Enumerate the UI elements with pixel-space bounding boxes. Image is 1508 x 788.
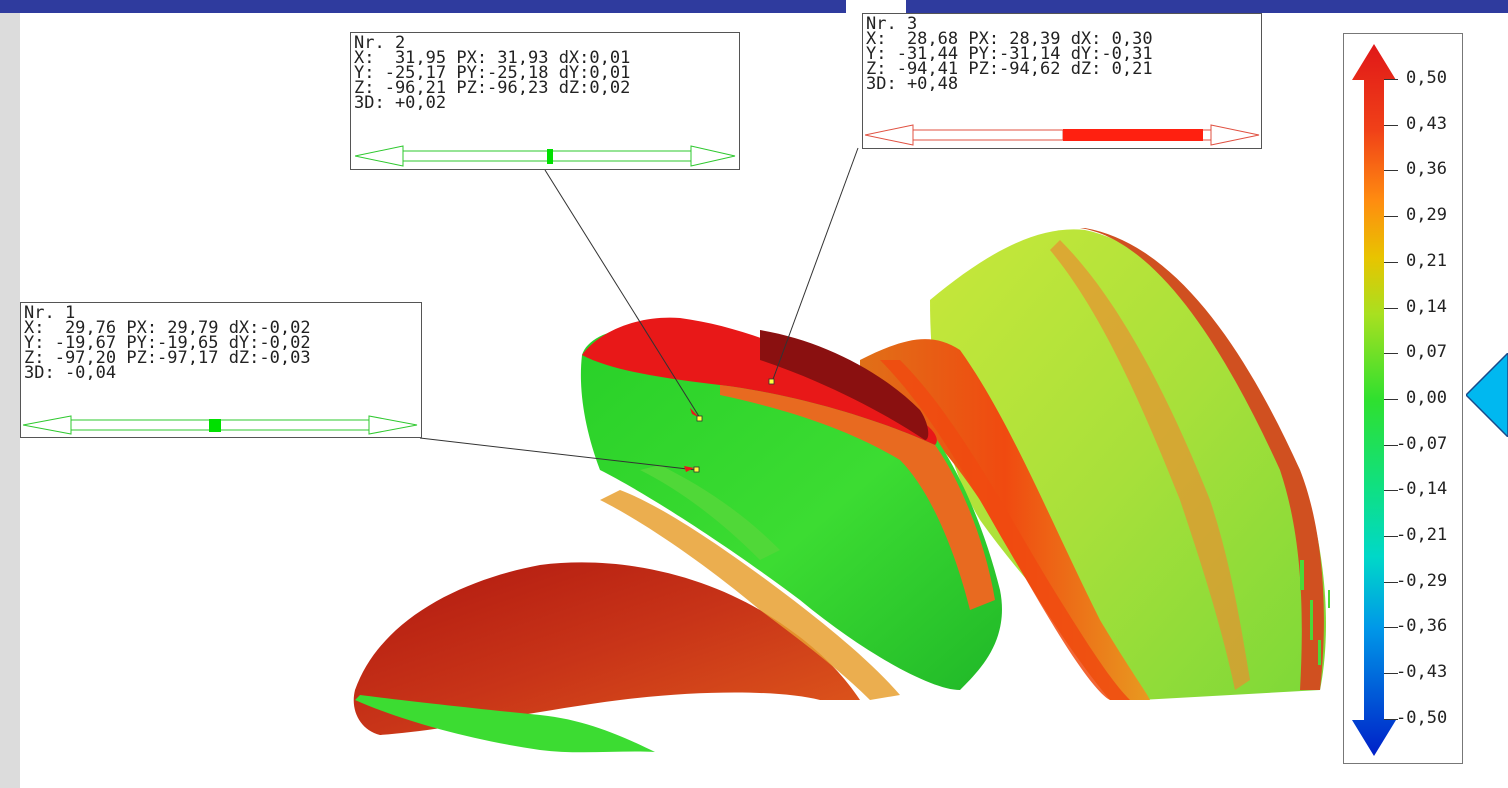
header-gap: [846, 0, 906, 13]
lower-left-blade: [353, 562, 860, 735]
callout-y-row: Y: -19,67 PY:-19,65 dY:-0,02: [24, 335, 311, 350]
selected-level-marker[interactable]: [1466, 353, 1508, 437]
lower-left-blade-underside: [355, 695, 655, 753]
left-panel-strip: [0, 13, 20, 788]
deviation-fill: [209, 419, 221, 432]
measure-point-nr2[interactable]: [690, 408, 703, 422]
legend-tick-label: 0,14: [1406, 296, 1447, 317]
window-header-bar: [0, 0, 1508, 13]
legend-tick-mark: [1384, 718, 1398, 720]
callout-z-row: Z: -97,20 PZ:-97,17 dZ:-0,03: [24, 350, 311, 365]
legend-tick-label: -0,07: [1396, 433, 1448, 454]
deviation-fill: [1063, 129, 1203, 141]
callout-z-row: Z: -96,21 PZ:-96,23 dZ:0,02: [354, 80, 631, 95]
lower-left-blade-ribs: [600, 490, 900, 700]
legend-tick-label: 0,07: [1406, 342, 1447, 363]
legend-gradient-arrow: [1352, 44, 1396, 756]
measure-point-nr1[interactable]: [684, 466, 700, 473]
callout-x-row: X: 31,95 PX: 31,93 dX:0,01: [354, 50, 631, 65]
legend-tick-label: -0,29: [1396, 570, 1448, 591]
legend-tick-label: -0,50: [1396, 707, 1448, 728]
legend-tick-mark: [1384, 307, 1398, 309]
legend-tick-label: 0,21: [1406, 250, 1447, 271]
measure-point-nr3[interactable]: [768, 378, 775, 385]
middle-band-stripe: [880, 360, 1130, 700]
scan-noise: [1300, 560, 1330, 665]
central-blade-edge: [720, 385, 995, 610]
legend-tick-label: 0,43: [1406, 113, 1447, 134]
legend-tick-label: 0,50: [1406, 68, 1447, 88]
legend-tick-mark: [1384, 124, 1398, 126]
legend-tick-mark: [1384, 581, 1398, 583]
callout-3d-row: 3D: -0,04: [24, 365, 117, 380]
central-blade-dark-tip: [760, 330, 929, 440]
callout-3d-row: 3D: +0,48: [866, 76, 959, 91]
leader-line-nr2: [544, 169, 701, 419]
legend-tick-mark: [1384, 216, 1398, 218]
callout-title: Nr. 2: [354, 35, 406, 50]
leader-line-nr3: [771, 147, 859, 383]
callout-z-row: Z: -94,41 PZ:-94,62 dZ: 0,21: [866, 61, 1153, 76]
legend-tick-mark: [1384, 536, 1398, 537]
legend-tick-label: 0,00: [1406, 387, 1447, 408]
legend-tick-label: -0,36: [1396, 616, 1448, 637]
callout-x-row: X: 29,76 PX: 29,79 dX:-0,02: [24, 320, 311, 335]
lower-left-blade-rib-green: [640, 465, 780, 560]
legend-tick-mark: [1384, 627, 1398, 629]
callout-title: Nr. 1: [24, 305, 76, 320]
callout-x-row: X: 28,68 PX: 28,39 dX: 0,30: [866, 31, 1153, 46]
deviation-indicator-bar: [355, 145, 736, 167]
legend-tick-mark: [1384, 673, 1398, 675]
legend-tick-label: -0,43: [1396, 662, 1448, 683]
callout-title: Nr. 3: [866, 16, 918, 31]
deviation-indicator-bar: [865, 124, 1260, 146]
deviation-fill: [547, 149, 553, 164]
legend-tick-mark: [1384, 170, 1398, 172]
right-blade-edge: [1080, 228, 1324, 690]
legend-tick-label: -0,21: [1396, 525, 1448, 545]
deviation-indicator-bar: [23, 415, 418, 435]
legend-tick-mark: [1384, 79, 1398, 80]
legend-tick-label: 0,36: [1406, 159, 1447, 180]
legend-tick-mark: [1384, 490, 1398, 492]
legend-tick-label: -0,14: [1396, 479, 1448, 500]
callout-y-row: Y: -31,44 PY:-31,14 dY:-0,31: [866, 46, 1153, 61]
right-blade-stripe: [1050, 240, 1250, 690]
legend-tick-mark: [1384, 353, 1398, 355]
callout-y-row: Y: -25,17 PY:-25,18 dY:0,01: [354, 65, 631, 80]
legend-tick-mark: [1384, 398, 1398, 400]
legend-tick-mark: [1384, 261, 1398, 263]
deviation-color-legend: 0,50 0,43 0,36 0,29 0,21 0,14 0,07 0,00 -0,07 -0,…: [1343, 33, 1463, 764]
callout-nr1[interactable]: Nr. 1 X: 29,76 PX: 29,79 dX:-0,02 Y: -19…: [20, 302, 422, 438]
callout-nr2[interactable]: Nr. 2 X: 31,95 PX: 31,93 dX:0,01 Y: -25,…: [350, 32, 740, 170]
leader-line-nr1: [419, 437, 697, 471]
central-blade-red-top: [582, 317, 937, 445]
legend-tick-mark: [1384, 444, 1398, 446]
callout-nr3[interactable]: Nr. 3 X: 28,68 PX: 28,39 dX: 0,30 Y: -31…: [862, 13, 1262, 149]
legend-tick-label: 0,29: [1406, 205, 1447, 226]
callout-3d-row: 3D: +0,02: [354, 95, 447, 110]
